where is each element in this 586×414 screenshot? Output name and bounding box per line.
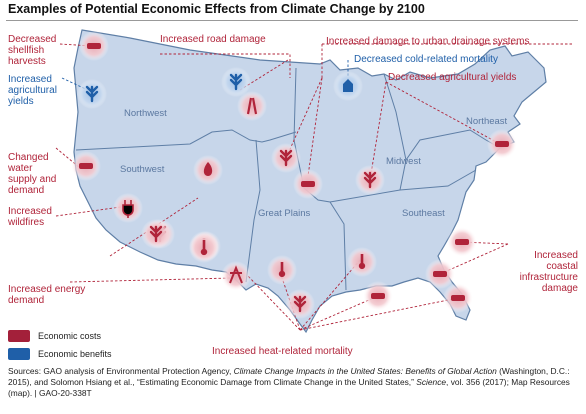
source-note: Sources: GAO analysis of Environmental P… <box>8 366 570 398</box>
thermometer-icon <box>189 233 219 263</box>
thermometer-icon <box>267 255 297 285</box>
wheat-icon <box>221 67 251 97</box>
legend-swatch-benefits <box>8 348 30 360</box>
icon-layer <box>71 31 517 319</box>
legend-costs: Economic costs <box>8 330 101 342</box>
label-cold-mortality: Decreased cold-related mortality <box>354 54 498 65</box>
label-road-damage: Increased road damage <box>160 34 266 45</box>
region-great-plains: Great Plains <box>258 208 311 219</box>
tractor-icon <box>293 169 323 199</box>
faucet-icon <box>71 151 101 181</box>
wheat-icon <box>77 79 107 109</box>
label-heat-mortality: Increased heat-related mortality <box>212 346 353 357</box>
legend-swatch-costs <box>8 330 30 342</box>
shellfish-icon <box>79 31 109 61</box>
region-midwest: Midwest <box>386 156 421 167</box>
legend-benefits: Economic benefits <box>8 348 112 360</box>
bridge-icon <box>443 283 473 313</box>
label-increased-ag-yields: Increased agricultural yields <box>8 74 57 107</box>
bridge-icon <box>447 227 477 257</box>
region-southeast: Southeast <box>402 208 445 219</box>
label-urban-drainage: Increased damage to urban drainage syste… <box>326 36 530 47</box>
wheat-icon <box>141 219 171 249</box>
wheat-icon <box>285 289 315 319</box>
label-energy-demand: Increased energy demand <box>8 284 86 306</box>
car-icon <box>363 281 393 311</box>
plug-icon <box>113 193 143 223</box>
label-decreased-shellfish: Decreased shellfish harvests <box>8 34 57 67</box>
label-wildfires: Increased wildfires <box>8 206 52 228</box>
wheat-icon <box>271 143 301 173</box>
thermometer-icon <box>347 247 377 277</box>
bridge-icon <box>425 259 455 289</box>
legend-benefits-label: Economic benefits <box>38 349 112 359</box>
label-coastal-damage: Increased coastal infrastructure damage <box>519 250 578 294</box>
region-northwest: Northwest <box>124 108 167 119</box>
building-icon <box>333 71 363 101</box>
title-rule <box>6 20 578 21</box>
region-northeast: Northeast <box>466 116 508 127</box>
us-map <box>55 29 572 334</box>
bridge-icon <box>487 129 517 159</box>
fire-icon <box>193 155 223 185</box>
label-decreased-ag-yields: Decreased agricultural yields <box>388 72 517 83</box>
region-southwest: Southwest <box>120 164 165 175</box>
label-water-supply: Changed water supply and demand <box>8 152 57 196</box>
wheat-icon <box>355 165 385 195</box>
road-icon <box>237 91 267 121</box>
legend-costs-label: Economic costs <box>38 331 102 341</box>
power-tower-icon <box>221 261 251 291</box>
map-title: Examples of Potential Economic Effects f… <box>8 2 425 16</box>
